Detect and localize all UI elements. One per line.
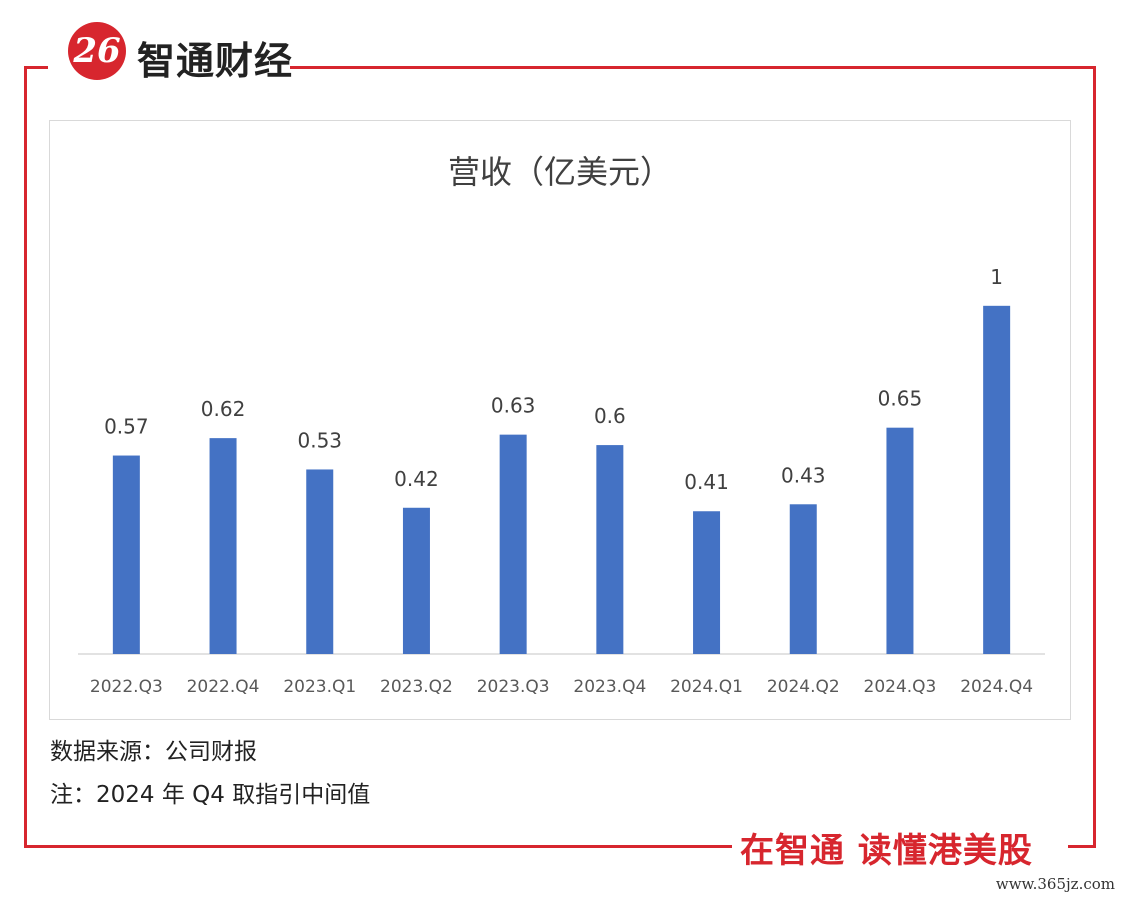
- bar-2022.Q3: [112, 455, 140, 654]
- value-label-2022.Q4: 0.62: [201, 397, 246, 421]
- brand-logo-mark: 26: [73, 31, 121, 71]
- bar-2024.Q3: [886, 427, 914, 654]
- frame-top-left-line: [24, 66, 48, 69]
- x-tick-label-2024.Q4: 2024.Q4: [960, 677, 1033, 697]
- x-tick-label-2023.Q2: 2023.Q2: [380, 677, 453, 697]
- value-label-2023.Q2: 0.42: [394, 467, 439, 491]
- brand-name: 智通财经: [137, 39, 294, 83]
- footnote: 注：2024 年 Q4 取指引中间值: [50, 782, 371, 808]
- value-label-2024.Q1: 0.41: [684, 470, 729, 494]
- x-tick-label-2024.Q1: 2024.Q1: [670, 677, 743, 697]
- x-tick-label-2023.Q3: 2023.Q3: [477, 677, 550, 697]
- value-label-2024.Q2: 0.43: [781, 463, 826, 487]
- bar-2023.Q2: [402, 507, 430, 654]
- chart-title: 营收（亿美元）: [447, 153, 672, 191]
- frame-top-right-line: [290, 66, 1096, 69]
- chart-container: 营收（亿美元） 0.57 2022.Q3 0.62 2022.Q4 0.53 2023.Q…: [49, 120, 1071, 720]
- frame-bottom-right-line: [1068, 845, 1096, 848]
- frame-bottom-left-line: [24, 845, 732, 848]
- value-label-2024.Q4: 1: [990, 265, 1003, 289]
- value-label-2023.Q4: 0.6: [594, 404, 626, 428]
- bar-2024.Q4: [983, 305, 1011, 654]
- bar-2024.Q1: [693, 511, 721, 654]
- bar-2022.Q4: [209, 438, 237, 654]
- value-label-2022.Q3: 0.57: [104, 415, 149, 439]
- bar-2023.Q4: [596, 445, 624, 654]
- value-label-2023.Q1: 0.53: [297, 428, 342, 452]
- x-tick-label-2023.Q4: 2023.Q4: [573, 677, 646, 697]
- bar-chart: 0.57 2022.Q3 0.62 2022.Q4 0.53 2023.Q1 0.42 202…: [78, 265, 1045, 697]
- data-source-note: 数据来源：公司财报: [50, 739, 257, 765]
- x-tick-label-2022.Q3: 2022.Q3: [90, 677, 163, 697]
- value-label-2024.Q3: 0.65: [878, 387, 923, 411]
- value-label-2023.Q3: 0.63: [491, 394, 536, 418]
- bar-2024.Q2: [789, 504, 817, 654]
- bar-2023.Q1: [306, 469, 334, 654]
- frame-right-line: [1093, 66, 1096, 848]
- x-tick-label-2024.Q3: 2024.Q3: [864, 677, 937, 697]
- watermark: www.365jz.com: [995, 875, 1115, 893]
- x-tick-label-2024.Q2: 2024.Q2: [767, 677, 840, 697]
- bar-2023.Q3: [499, 434, 527, 654]
- slogan: 在智通 读懂港美股: [740, 831, 1033, 871]
- brand-logo-icon: 26: [68, 22, 126, 80]
- x-tick-label-2023.Q1: 2023.Q1: [283, 677, 356, 697]
- frame-left-line: [24, 66, 27, 848]
- x-tick-label-2022.Q4: 2022.Q4: [187, 677, 260, 697]
